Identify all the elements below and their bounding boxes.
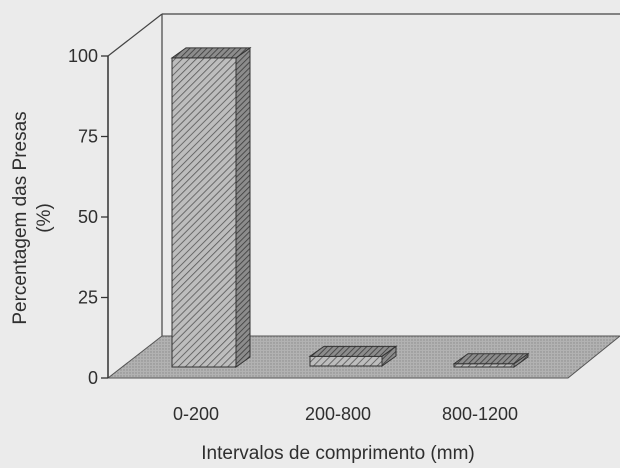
bar-200-800: [308, 345, 398, 367]
category-label-0-200: 0-200: [173, 404, 219, 424]
bar-front-0-200: [171, 57, 237, 368]
bar-side-0-200: [235, 46, 251, 368]
bar-top-200-800: [308, 345, 398, 357]
y-axis-title-line2: (%): [34, 203, 55, 233]
bar-0-200: [170, 46, 252, 368]
y-tick-label-75: 75: [78, 127, 98, 147]
y-ticks: 0 25 50 75 100: [68, 46, 108, 388]
side-wall-top-edge: [107, 13, 163, 57]
y-tick-label-0: 0: [88, 368, 98, 388]
bar-front-200-800: [309, 355, 383, 367]
bar-top-800-1200: [452, 353, 530, 365]
y-axis-title-line1: Percentagem das Presas: [10, 111, 31, 324]
x-axis-title: Intervalos de comprimento (mm): [201, 443, 474, 464]
y-tick-label-25: 25: [78, 288, 98, 308]
bar-800-1200: [452, 352, 530, 368]
bars: [170, 46, 530, 368]
y-tick-label-100: 100: [68, 46, 98, 66]
bar-top-0-200: [170, 47, 252, 59]
y-tick-label-50: 50: [78, 207, 98, 227]
category-label-200-800: 200-800: [305, 404, 371, 424]
category-label-800-1200: 800-1200: [442, 404, 518, 424]
